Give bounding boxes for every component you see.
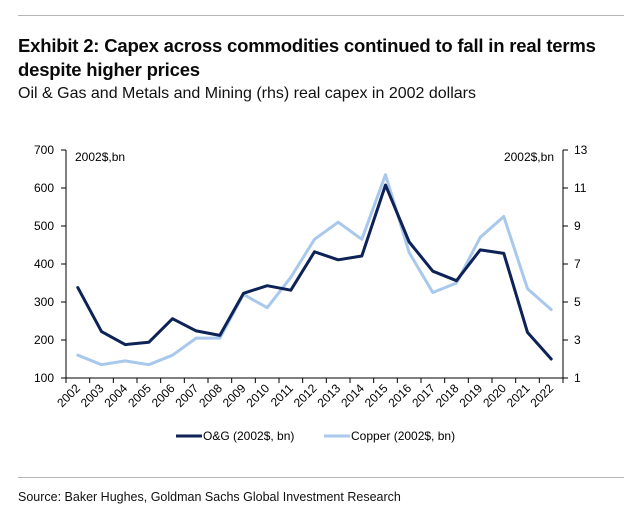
y-left-tick-label: 700 [34,143,54,157]
x-tick-label: 2021 [504,381,533,410]
y-right-tick-label: 1 [574,371,581,385]
y-right-tick-label: 11 [574,181,587,195]
legend-label-og: O&G (2002$, bn) [203,429,294,443]
y-right-tick-label: 9 [574,219,581,233]
y-right-tick-label: 3 [574,333,581,347]
x-tick-label: 2019 [457,381,486,410]
y-right-tick-label: 7 [574,257,581,271]
x-tick-label: 2020 [480,381,509,410]
chart-legend: O&G (2002$, bn) Copper (2002$, bn) [176,429,455,443]
x-tick-label: 2018 [433,381,462,410]
source-note: Source: Baker Hughes, Goldman Sachs Glob… [18,490,401,504]
y-left-tick-label: 100 [34,371,54,385]
y-right-tick-label: 5 [574,295,581,309]
chart-subtitle: Oil & Gas and Metals and Mining (rhs) re… [18,85,476,102]
y-left-tick-label: 500 [34,219,54,233]
x-tick-label: 2009 [220,381,249,410]
series-line-og [76,183,553,361]
x-tick-label: 2015 [362,381,391,410]
x-tick-label: 2013 [315,381,344,410]
x-tick-label: 2017 [409,381,438,410]
x-tick-label: 2010 [244,381,273,410]
x-tick-label: 2011 [268,381,296,409]
y-right-tick-label: 13 [574,143,588,157]
x-tick-label: 2002 [54,381,83,410]
x-tick-label: 2004 [102,381,131,410]
x-tick-label: 2022 [528,381,557,410]
y-left-tick-label: 600 [34,181,54,195]
y-left-tick-label: 200 [34,333,54,347]
series-line-copper [76,173,553,367]
x-tick-label: 2012 [291,381,320,410]
x-tick-label: 2008 [196,381,225,410]
x-tick-label: 2014 [338,381,367,410]
x-tick-label: 2006 [149,381,178,410]
x-tick-label: 2005 [125,381,154,410]
chart-title: Exhibit 2: Capex across commodities cont… [18,35,596,80]
legend-label-copper: Copper (2002$, bn) [351,429,455,443]
x-tick-label: 2016 [386,381,415,410]
y-right-axis-label: 2002$,bn [504,150,554,164]
y-left-axis-label: 2002$,bn [75,150,125,164]
x-tick-label: 2003 [78,381,107,410]
y-left-tick-label: 400 [34,257,54,271]
top-rule [18,15,624,16]
x-tick-label: 2007 [173,381,202,410]
y-left-tick-label: 300 [34,295,54,309]
chart-series [76,173,553,367]
bottom-rule [18,477,624,478]
